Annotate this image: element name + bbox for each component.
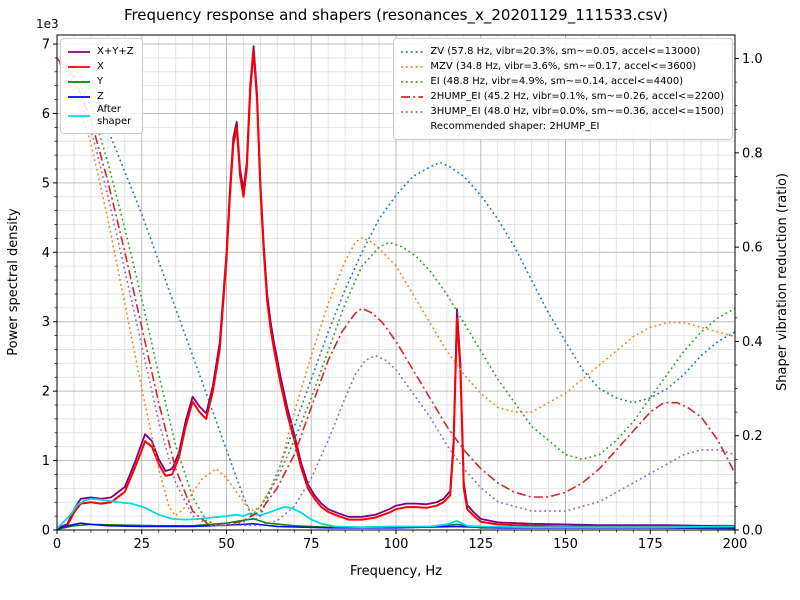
series-3hump-ei-line (57, 58, 735, 527)
series-group (57, 45, 735, 530)
legend-line-sample-icon (68, 80, 90, 83)
y-tick-label: 2 (42, 385, 50, 400)
y2-tick-label: 0.8 (742, 146, 763, 161)
legend-item-z: Z (67, 89, 134, 104)
series-after-shaper-line (57, 497, 735, 530)
legend-item-2hump-ei: 2HUMP_EI (45.2 Hz, vibr=0.1%, sm~=0.26, … (400, 89, 724, 104)
legend-item-after-shaper: After shaper (67, 104, 134, 128)
y2-tick-label: 1.0 (742, 52, 763, 67)
y2-tick-label: 0.0 (742, 524, 763, 539)
legend-label: X (97, 60, 104, 72)
legend-label: 3HUMP_EI (48.0 Hz, vibr=0.0%, sm~=0.36, … (430, 105, 724, 117)
x-tick-label: 175 (638, 537, 663, 552)
legend-item-zv: ZV (57.8 Hz, vibr=20.3%, sm~=0.05, accel… (400, 44, 724, 59)
legend-line-sample-icon (68, 115, 90, 117)
legend-label: EI (48.8 Hz, vibr=4.9%, sm~=0.14, accel<… (430, 75, 684, 87)
legend-shapers: ZV (57.8 Hz, vibr=20.3%, sm~=0.05, accel… (393, 38, 733, 140)
legend-label: MZV (34.8 Hz, vibr=3.6%, sm~=0.17, accel… (430, 60, 697, 72)
legend-line-sample-icon (401, 110, 424, 113)
plot-border (56, 34, 736, 531)
legend-label: Y (97, 75, 104, 87)
x-tick-label: 200 (723, 537, 748, 552)
legend-shaper-rows: ZV (57.8 Hz, vibr=20.3%, sm~=0.05, accel… (400, 44, 724, 119)
legend-line-sample-icon (68, 65, 90, 68)
legend-line-sample-icon (68, 95, 90, 98)
legend-label: ZV (57.8 Hz, vibr=20.3%, sm~=0.05, accel… (430, 45, 701, 57)
y-tick-label: 0 (42, 524, 50, 539)
legend-label: 2HUMP_EI (45.2 Hz, vibr=0.1%, sm~=0.26, … (430, 90, 724, 102)
y-tick-label: 6 (42, 107, 50, 122)
series-2hump-ei-line (57, 58, 735, 527)
legend-label: After shaper (97, 104, 132, 127)
x-tick-label: 50 (218, 537, 235, 552)
series-x-line (57, 50, 735, 530)
y-tick-label: 5 (42, 176, 50, 191)
axes-ticks: 0 25 50 75 100 125 150 175 200 0 1 2 3 4 5 6 7 0.0 0.2 0.4 0… (42, 38, 763, 552)
legend-item-mzv: MZV (34.8 Hz, vibr=3.6%, sm~=0.17, accel… (400, 59, 724, 74)
y2-tick-label: 0.6 (742, 241, 763, 256)
legend-line-sample-icon (401, 80, 424, 83)
legend-item-ei: EI (48.8 Hz, vibr=4.9%, sm~=0.14, accel<… (400, 74, 724, 89)
x-axis-label: Frequency, Hz (350, 564, 442, 579)
legend-label: Z (97, 90, 104, 102)
series-zv-line (57, 57, 735, 522)
y-tick-label: 4 (42, 246, 50, 261)
y-tick-label: 3 (42, 315, 50, 330)
y2-tick-label: 0.2 (742, 429, 763, 444)
x-tick-label: 150 (553, 537, 578, 552)
series-z-line (57, 522, 735, 530)
legend-line-sample-icon (401, 65, 424, 68)
y-axis-label: Power spectral density (6, 208, 21, 356)
legend-item-x-y-z: X+Y+Z (67, 44, 134, 59)
x-tick-label: 75 (303, 537, 320, 552)
series-mzv-line (57, 58, 735, 517)
legend-label: X+Y+Z (97, 45, 134, 57)
legend-line-sample-icon (401, 50, 424, 53)
y2-axis-label: Shaper vibration reduction (ratio) (775, 173, 790, 391)
legend-item-3hump-ei: 3HUMP_EI (48.0 Hz, vibr=0.0%, sm~=0.36, … (400, 104, 724, 119)
x-tick-label: 0 (53, 537, 61, 552)
x-tick-label: 25 (133, 537, 150, 552)
y-tick-label: 7 (42, 38, 50, 53)
legend-line-sample-icon (401, 95, 424, 98)
x-tick-label: 100 (384, 537, 409, 552)
x-tick-label: 125 (468, 537, 493, 552)
y2-tick-label: 0.4 (742, 335, 763, 350)
legend-line-sample-icon (68, 50, 90, 53)
recommended-shaper: Recommended shaper: 2HUMP_EI (430, 121, 600, 132)
y-tick-label: 1 (42, 454, 50, 469)
chart-title: Frequency response and shapers (resonanc… (124, 6, 668, 25)
legend-item-y: Y (67, 74, 134, 89)
legend-psd: X+Y+Z X Y Z After shaper (60, 38, 143, 134)
legend-item-x: X (67, 59, 134, 74)
y-axis-offset-text: 1e3 (36, 17, 59, 31)
